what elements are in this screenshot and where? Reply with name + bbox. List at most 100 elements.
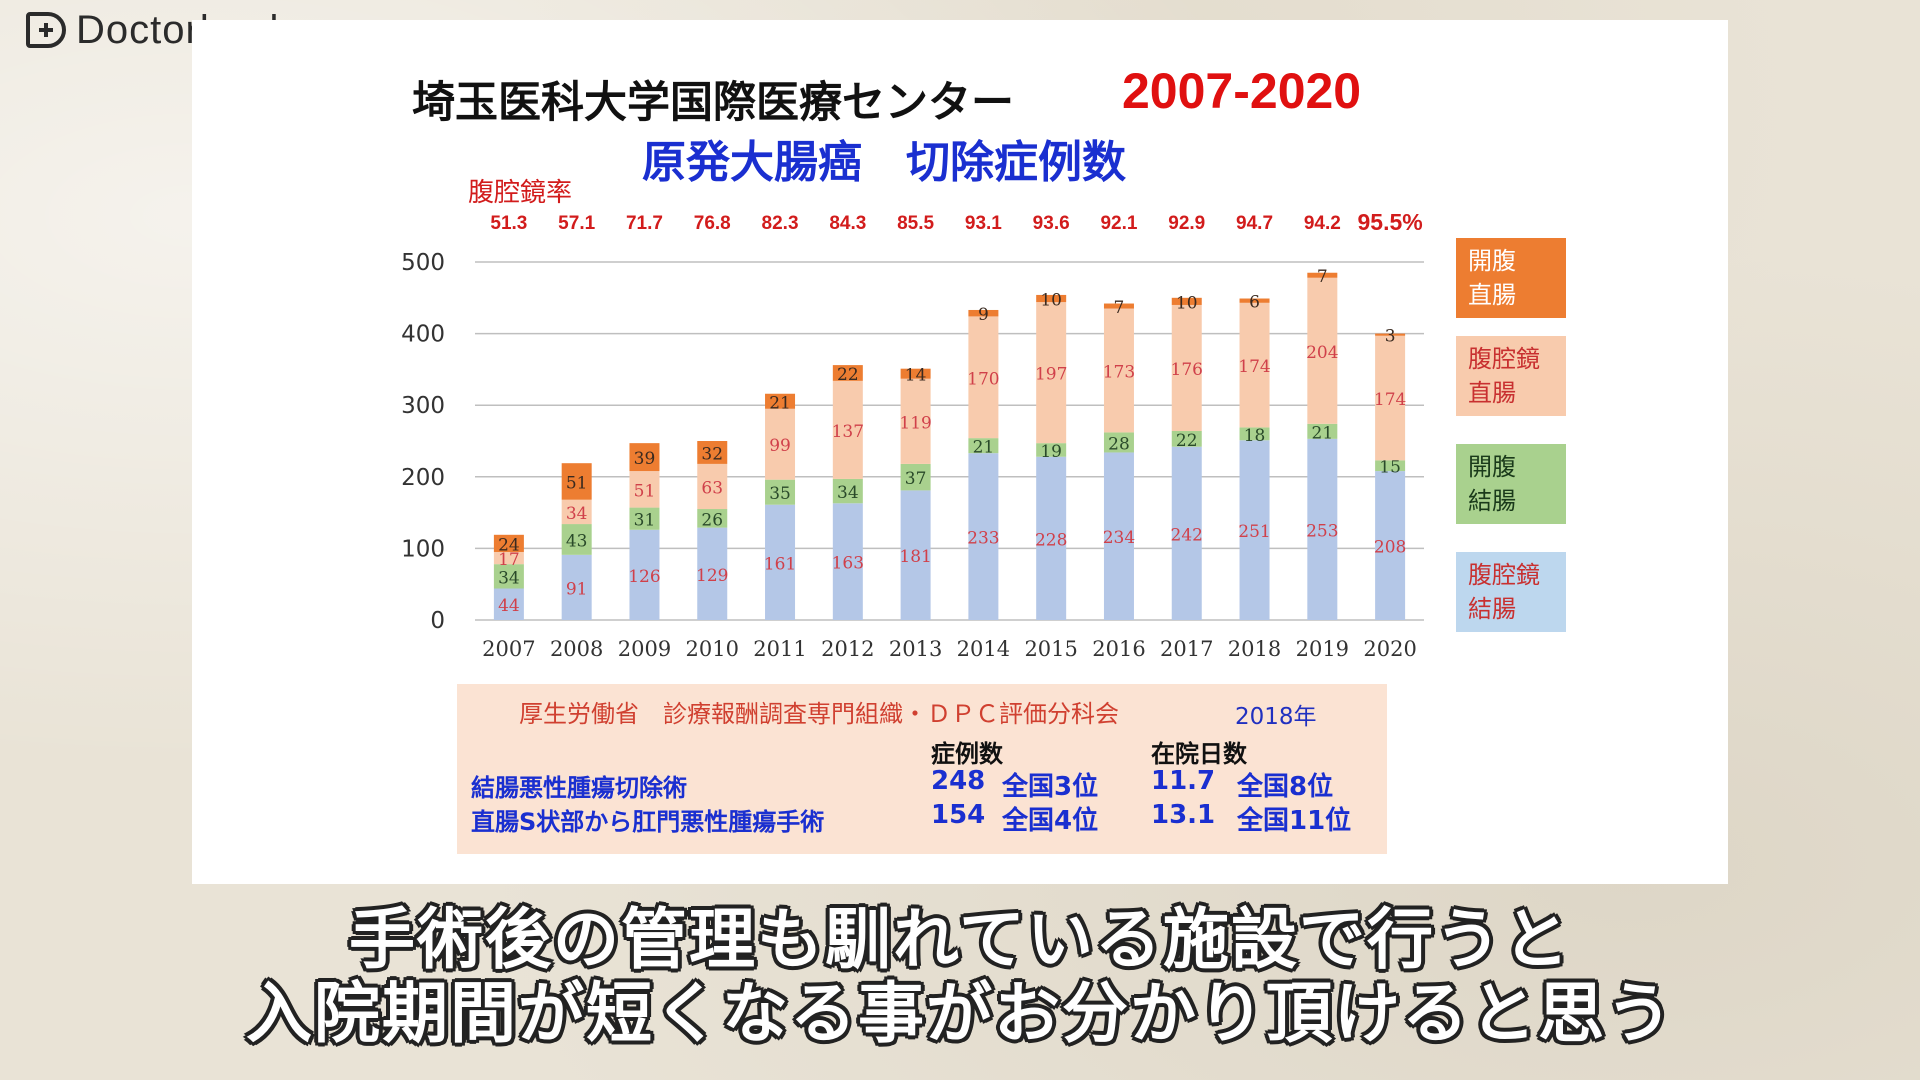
y-tick-label: 400: [401, 322, 445, 348]
bar-segment: [900, 463, 931, 491]
rate-value: 57.1: [558, 213, 596, 234]
bar-segment: [1375, 460, 1406, 472]
bar-segment: [629, 529, 660, 620]
y-tick-label: 100: [401, 536, 445, 562]
bar-value-label: 18: [1244, 426, 1266, 446]
slide-subtitle: 原発大腸癌 切除症例数: [642, 137, 1126, 188]
col-cases-header: 症例数: [931, 740, 1003, 768]
x-tick-label: 2016: [1092, 637, 1145, 661]
bar-value-label: 251: [1238, 522, 1270, 542]
bar-value-label: 129: [696, 566, 728, 586]
bar-segment: [1171, 446, 1202, 620]
rate-value: 85.5: [897, 213, 935, 234]
bar-value-label: 35: [769, 484, 791, 504]
bar-segment: [1171, 304, 1202, 431]
bar-value-label: 21: [1312, 423, 1334, 443]
bar-segment: [493, 551, 524, 565]
x-tick-label: 2009: [618, 637, 671, 661]
x-tick-label: 2008: [550, 637, 603, 661]
bar-segment: [832, 478, 863, 504]
x-tick-label: 2018: [1228, 637, 1281, 661]
bar-value-label: 10: [1176, 293, 1198, 313]
bar-segment: [1036, 302, 1067, 444]
bar-segment: [1375, 335, 1406, 461]
row-rectum-label: 直腸S状部から肛門悪性腫瘍手術: [471, 808, 825, 836]
row-rectum-cases: 154: [931, 800, 986, 830]
stacked-bar-chart: 0100200300400500443417242007914334512008…: [401, 250, 1424, 661]
bar-value-label: 161: [764, 554, 796, 574]
bar-segment: [1171, 297, 1202, 305]
rate-value: 94.7: [1236, 213, 1274, 234]
dpc-year: 2018年: [1235, 704, 1317, 730]
row-rectum-stay-rank: 全国11位: [1237, 806, 1352, 836]
bar-value-label: 242: [1171, 525, 1203, 545]
bar-value-label: 17: [498, 550, 520, 570]
bar-segment: [493, 588, 524, 620]
bar-segment: [493, 534, 524, 552]
subtitle-caption-line-2: 入院期間が短くなる事がお分かり頂けると思う: [246, 975, 1674, 1052]
bar-segment: [832, 503, 863, 620]
bar-segment: [629, 471, 660, 508]
bar-value-label: 253: [1306, 521, 1338, 541]
slide-title: 埼玉医科大学国際医療センター: [412, 78, 1014, 128]
doctorbook-logo-icon: [26, 12, 66, 48]
bar-value-label: 7: [1317, 267, 1328, 287]
legend-open-colon-label: 開腹 結腸: [1468, 453, 1516, 515]
y-tick-label: 500: [401, 250, 445, 276]
bar-value-label: 43: [566, 531, 588, 551]
row-rectum-stay: 13.1: [1151, 800, 1216, 830]
legend-open-colon: 開腹 結腸: [1456, 444, 1566, 524]
bar-value-label: 233: [967, 529, 999, 549]
x-tick-label: 2007: [482, 637, 535, 661]
y-tick-label: 300: [401, 393, 445, 419]
bar-value-label: 37: [905, 469, 927, 489]
bar-value-label: 3: [1385, 327, 1396, 347]
rate-value: 94.2: [1303, 213, 1341, 234]
bar-value-label: 34: [837, 483, 859, 503]
col-stay-header: 在院日数: [1151, 740, 1247, 768]
bar-value-label: 21: [769, 393, 791, 413]
bar-segment: [968, 309, 999, 317]
bar-value-label: 7: [1114, 298, 1125, 318]
bar-segment: [765, 504, 796, 620]
bar-value-label: 126: [628, 567, 660, 587]
bar-value-label: 163: [832, 554, 864, 574]
legend-lap-colon-label: 腹腔鏡 結腸: [1468, 561, 1540, 623]
row-colon-label: 結腸悪性腫瘍切除術: [471, 774, 687, 802]
y-tick-label: 0: [430, 608, 445, 634]
rate-value: 76.8: [693, 213, 731, 234]
slide-title-years: 2007-2020: [1122, 63, 1362, 119]
bar-segment: [832, 380, 863, 479]
bar-segment: [629, 443, 660, 472]
bar-value-label: 51: [634, 481, 656, 501]
bar-value-label: 176: [1171, 360, 1203, 380]
bar-segment: [1103, 308, 1134, 433]
bar-segment: [1307, 423, 1338, 439]
bar-segment: [697, 527, 728, 620]
row-colon-cases: 248: [931, 766, 986, 796]
x-tick-label: 2010: [686, 637, 739, 661]
bar-segment: [968, 438, 999, 454]
bar-value-label: 14: [905, 366, 927, 386]
bar-value-label: 22: [837, 365, 859, 385]
bar-value-label: 44: [498, 596, 520, 616]
bar-value-label: 21: [973, 438, 995, 458]
bar-value-label: 228: [1035, 530, 1067, 550]
bar-segment: [561, 554, 592, 620]
bar-value-label: 119: [899, 413, 931, 433]
bar-segment: [697, 463, 728, 510]
row-colon-cases-rank: 全国3位: [1002, 772, 1099, 802]
bar-segment: [1307, 272, 1338, 278]
bar-segment: [1171, 430, 1202, 447]
bar-value-label: 31: [634, 511, 656, 531]
bar-segment: [1375, 471, 1406, 620]
bar-segment: [900, 378, 931, 464]
bar-value-label: 174: [1238, 357, 1270, 377]
rate-value: 95.5%: [1357, 209, 1423, 235]
bar-segment: [1239, 440, 1270, 620]
x-tick-label: 2014: [957, 637, 1010, 661]
dpc-heading: 厚生労働省 診療報酬調査専門組織・ＤＰＣ評価分科会: [519, 700, 1119, 728]
bar-segment: [900, 368, 931, 379]
bar-value-label: 32: [701, 444, 723, 464]
bar-value-label: 34: [566, 504, 588, 524]
